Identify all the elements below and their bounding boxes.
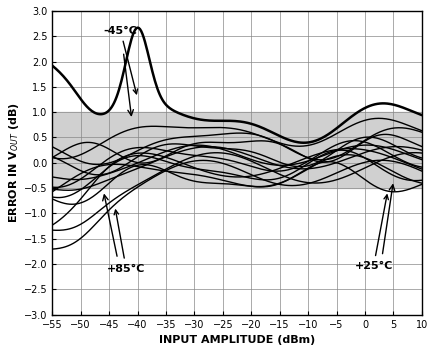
Text: +25°C: +25°C [354,195,392,271]
Text: +85°C: +85°C [107,210,145,274]
Y-axis label: ERROR IN V$_{OUT}$ (dB): ERROR IN V$_{OUT}$ (dB) [7,102,21,223]
X-axis label: INPUT AMPLITUDE (dBm): INPUT AMPLITUDE (dBm) [158,335,315,345]
Bar [52,112,421,188]
Text: -45°C: -45°C [103,26,137,94]
